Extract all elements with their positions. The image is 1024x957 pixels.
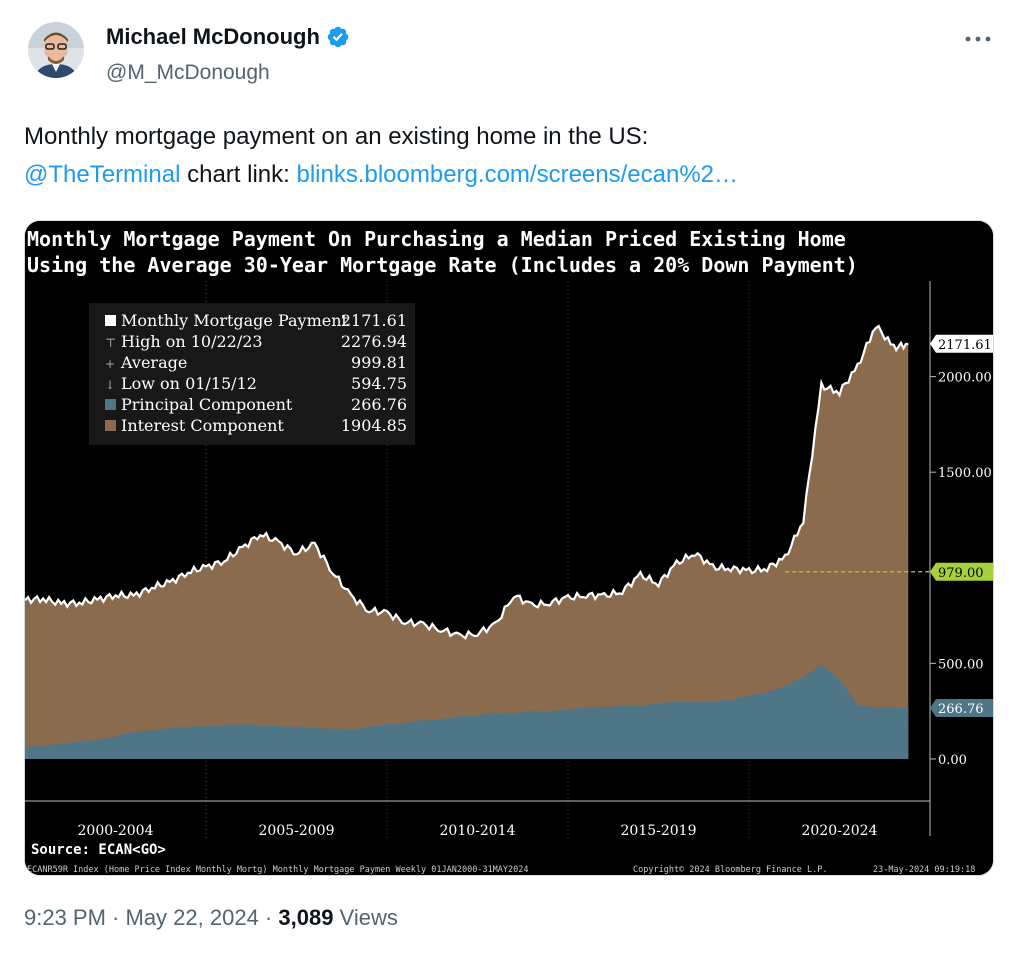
x-tick-label: 2015-2019 bbox=[621, 823, 697, 839]
tweet-text: Monthly mortgage payment on an existing … bbox=[24, 118, 994, 194]
x-tick-label: 2000-2004 bbox=[78, 823, 154, 839]
chart-footer-index: ECANR59R Index (Home Price Index Monthly… bbox=[27, 865, 529, 875]
legend-label: High on 10/22/23 bbox=[121, 332, 263, 351]
principal-component-area bbox=[25, 664, 909, 759]
chart-footer-date: 23-May-2024 09:19:18 bbox=[873, 865, 975, 875]
legend-glyph: ⊤ bbox=[105, 336, 116, 350]
mention-link[interactable]: @TheTerminal bbox=[24, 161, 181, 188]
legend-glyph: + bbox=[105, 357, 115, 371]
chart-title-line-1: Monthly Mortgage Payment On Purchasing a… bbox=[27, 227, 846, 251]
tweet-mid-text: chart link: bbox=[180, 161, 297, 188]
legend-label: Principal Component bbox=[121, 395, 293, 414]
mortgage-chart: Monthly Mortgage Payment On Purchasing a… bbox=[25, 221, 993, 875]
legend-glyph: ↓ bbox=[105, 378, 115, 392]
chart-source: Source: ECAN<GO> bbox=[31, 842, 166, 858]
legend-label: Low on 01/15/12 bbox=[121, 374, 257, 393]
chart-axes: 0.00 500.00 1500.00 2000.00 2000-2004 2005-20… bbox=[25, 281, 992, 839]
more-options-icon[interactable] bbox=[962, 26, 994, 52]
value-callout: 2171.61 bbox=[930, 334, 993, 353]
interest-component-area bbox=[25, 326, 909, 759]
legend-value: 594.75 bbox=[351, 374, 407, 393]
x-tick-label: 2010-2014 bbox=[440, 823, 516, 839]
author-name[interactable]: Michael McDonough bbox=[106, 24, 320, 49]
callout-label: 2171.61 bbox=[938, 338, 992, 353]
legend-value: 266.76 bbox=[351, 395, 407, 414]
x-tick-label: 2005-2009 bbox=[259, 823, 335, 839]
legend-swatch bbox=[105, 315, 116, 326]
legend-label: Monthly Mortgage Payment bbox=[121, 311, 349, 330]
value-callout: 266.76 bbox=[930, 698, 993, 717]
meta-separator: · bbox=[105, 905, 126, 930]
views-count: 3,089 bbox=[278, 905, 334, 930]
chart-gridlines bbox=[205, 281, 750, 841]
meta-separator: · bbox=[258, 905, 279, 930]
legend-value: 2276.94 bbox=[341, 332, 407, 351]
y-tick-label: 2000.00 bbox=[938, 371, 992, 386]
chart-title-line-2: Using the Average 30-Year Mortgage Rate … bbox=[27, 253, 858, 277]
tweet-media-chart[interactable]: Monthly Mortgage Payment On Purchasing a… bbox=[24, 220, 994, 876]
views-label: Views bbox=[333, 905, 398, 930]
legend-label: Average bbox=[120, 353, 187, 372]
legend-swatch bbox=[105, 399, 116, 410]
chart-footer-copyright: Copyright© 2024 Bloomberg Finance L.P. bbox=[633, 865, 827, 875]
legend-value: 2171.61 bbox=[341, 311, 407, 330]
author-handle[interactable]: @M_McDonough bbox=[106, 61, 270, 84]
chart-link[interactable]: blinks.bloomberg.com/screens/ecan%2… bbox=[296, 161, 739, 188]
legend-swatch bbox=[105, 420, 116, 431]
verified-badge-icon bbox=[327, 26, 349, 48]
value-callout: 979.00 bbox=[930, 562, 993, 581]
y-tick-label: 500.00 bbox=[938, 657, 984, 672]
tweet-date[interactable]: May 22, 2024 bbox=[125, 905, 259, 930]
x-tick-label: 2020-2024 bbox=[802, 823, 878, 839]
tweet-line-2: @TheTerminal chart link: blinks.bloomber… bbox=[24, 156, 994, 194]
tweet-meta: 9:23 PM · May 22, 2024 · 3,089 Views bbox=[24, 905, 398, 931]
author-row: Michael McDonough bbox=[106, 24, 350, 50]
value-callouts: 2171.61 979.00 266.76 bbox=[930, 334, 993, 717]
legend-value: 1904.85 bbox=[341, 416, 407, 435]
tweet-line-1: Monthly mortgage payment on an existing … bbox=[24, 123, 649, 150]
tweet-time[interactable]: 9:23 PM bbox=[24, 905, 106, 930]
callout-label: 979.00 bbox=[938, 566, 984, 581]
y-tick-label: 0.00 bbox=[938, 753, 967, 768]
callout-label: 266.76 bbox=[938, 702, 984, 717]
y-tick-label: 1500.00 bbox=[938, 466, 992, 481]
monthly-payment-line bbox=[25, 324, 909, 640]
legend-label: Interest Component bbox=[121, 416, 284, 435]
avatar-image bbox=[28, 22, 84, 78]
avatar[interactable] bbox=[28, 22, 84, 78]
legend-value: 999.81 bbox=[351, 353, 407, 372]
